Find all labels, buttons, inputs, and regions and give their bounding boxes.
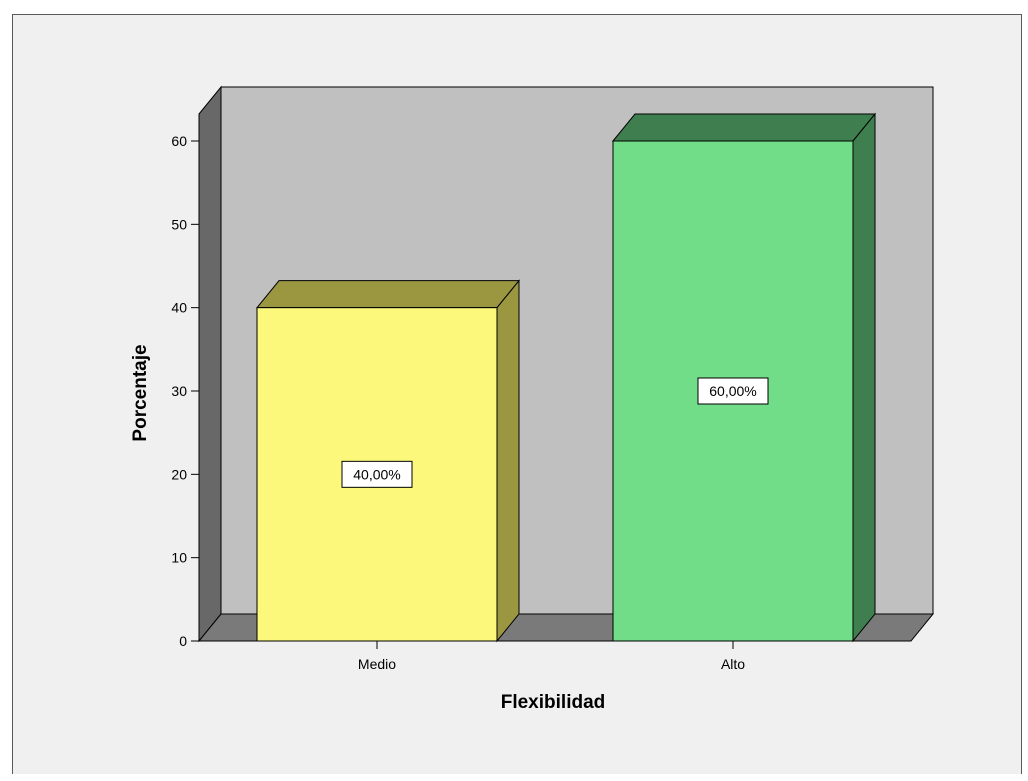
x-tick-label: Medio: [358, 656, 396, 672]
y-tick-label: 50: [171, 216, 187, 232]
x-axis-title: Flexibilidad: [501, 692, 606, 713]
y-tick-label: 10: [171, 550, 187, 566]
bar-top-face: [611, 113, 877, 142]
data-label-box: [697, 377, 769, 405]
data-label: 40,00%: [353, 466, 400, 482]
side-wall: [198, 85, 222, 643]
y-tick-label: 60: [171, 133, 187, 149]
y-axis: 0 10 20 30 40 50 60: [171, 133, 200, 649]
bar-top-face: [255, 280, 521, 309]
chart-frame: 0 10 20 30 40 50 60 40,00% 60,00% Medio Alto Por…: [12, 14, 1022, 774]
bar-side-face: [852, 112, 876, 643]
y-axis-title: Porcentaje: [130, 344, 151, 441]
data-label-box: [341, 460, 413, 488]
y-tick-label: 20: [171, 466, 187, 482]
bars: 40,00% 60,00%: [255, 112, 877, 643]
x-axis: Medio Alto: [199, 640, 911, 672]
bar-side-face: [496, 279, 520, 643]
bar-medio: 40,00%: [255, 279, 521, 643]
bar-chart: 0 10 20 30 40 50 60 40,00% 60,00% Medio Alto Por…: [130, 85, 935, 713]
y-tick-label: 0: [179, 633, 187, 649]
bar-alto: 60,00%: [611, 112, 877, 643]
y-tick-label: 30: [171, 383, 187, 399]
data-label: 60,00%: [709, 383, 756, 399]
x-tick-label: Alto: [721, 656, 745, 672]
y-tick-label: 40: [171, 300, 187, 316]
